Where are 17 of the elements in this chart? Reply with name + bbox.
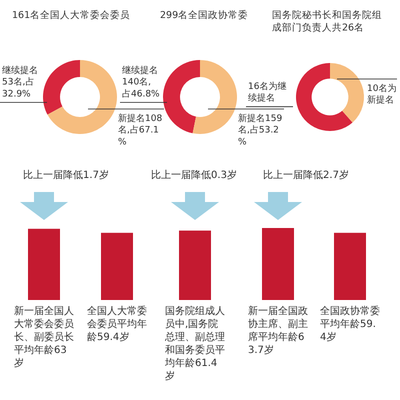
text: 比上一届降低0.3岁 bbox=[151, 169, 237, 181]
slice-label: 新提名159名,占53.2% bbox=[238, 113, 282, 148]
chart-title: 国务院秘书长和国务院组成部门负责人共26名 bbox=[272, 9, 382, 34]
chart-title: 299名全国政协常委 bbox=[160, 9, 248, 21]
chart-title: 161名全国人大常委会委员 bbox=[12, 9, 130, 21]
slice-label: 继续提名53名,占32.9% bbox=[2, 65, 38, 100]
x-tick-label: 全国政协常委平均年龄59.4岁 bbox=[320, 305, 380, 343]
text: 比上一届降低2.7岁 bbox=[263, 169, 349, 181]
slice-label: 16名为继续提名 bbox=[248, 81, 286, 104]
slice-label: 新提名108名,占67.1% bbox=[118, 113, 162, 148]
x-tick-label: 新一届全国政协主席、副主席平均年龄63.7岁 bbox=[248, 305, 308, 356]
x-tick-label: 新一届全国人大常委会委员长、副委员长平均年龄63岁 bbox=[14, 305, 74, 369]
slice-label: 继续提名140名,占46.8% bbox=[122, 65, 160, 100]
slice-label: 10名为新提名 bbox=[367, 83, 396, 106]
x-tick-label: 国务院组成人员中,国务院总理、副总理和国务委员平均年龄61.4岁 bbox=[164, 305, 225, 382]
x-tick-label: 全国人大常委会委员平均年龄59.4岁 bbox=[87, 305, 147, 343]
text: 比上一届降低1.7岁 bbox=[23, 169, 109, 181]
